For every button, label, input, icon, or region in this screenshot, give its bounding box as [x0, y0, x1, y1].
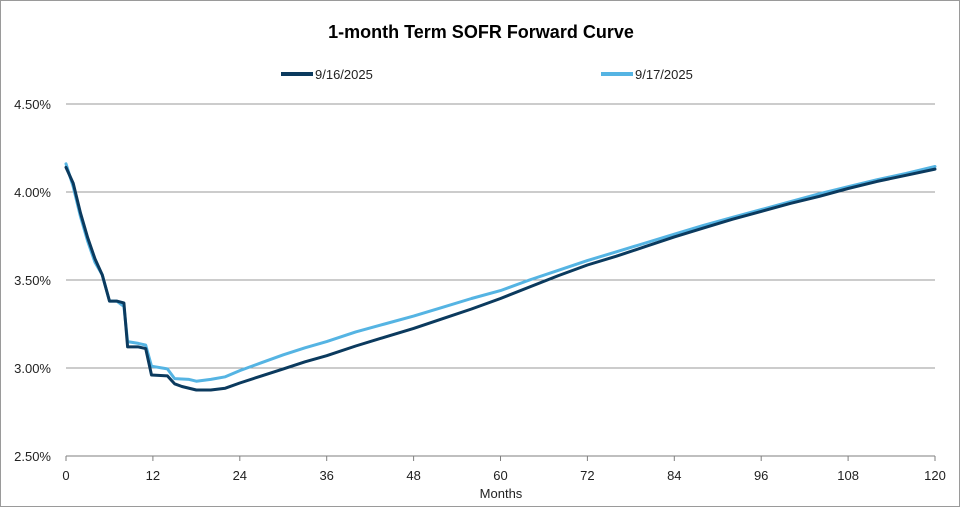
y-tick-label: 4.50% [14, 97, 51, 112]
series-line-2 [64, 162, 937, 383]
x-tick-label: 0 [62, 468, 69, 483]
gridlines [66, 103, 935, 369]
x-tick-label: 24 [233, 468, 247, 483]
y-tick-label: 3.50% [14, 273, 51, 288]
x-tick-label: 36 [319, 468, 333, 483]
x-tick-label: 12 [146, 468, 160, 483]
y-tick-label: 3.00% [14, 361, 51, 376]
y-tick-label: 2.50% [14, 449, 51, 464]
series-line-1 [64, 165, 937, 392]
legend-label: 9/16/2025 [315, 67, 373, 82]
x-tick-label: 96 [754, 468, 768, 483]
x-tick-label: 108 [837, 468, 859, 483]
x-tick-label: 72 [580, 468, 594, 483]
legend-label: 9/17/2025 [635, 67, 693, 82]
x-axis: 0 12 24 36 48 60 72 84 96 108 120 [62, 455, 946, 483]
x-tick-label: 120 [924, 468, 946, 483]
x-tick-label: 60 [493, 468, 507, 483]
x-tick-label: 84 [667, 468, 681, 483]
chart-title: 1-month Term SOFR Forward Curve [328, 22, 634, 42]
legend: 9/16/2025 9/17/2025 [281, 67, 693, 82]
y-axis-ticks: 2.50% 3.00% 3.50% 4.00% 4.50% [14, 97, 51, 464]
x-axis-label: Months [480, 486, 523, 501]
y-tick-label: 4.00% [14, 185, 51, 200]
x-tick-label: 48 [406, 468, 420, 483]
series-lines [64, 162, 937, 392]
